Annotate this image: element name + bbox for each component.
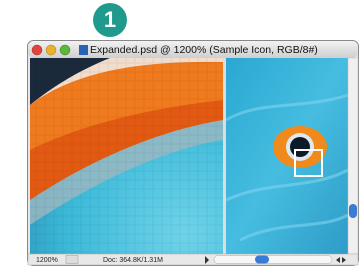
- step-number: 1: [104, 7, 116, 32]
- close-button[interactable]: [32, 45, 42, 55]
- overview-canvas: [226, 58, 348, 254]
- screenshot: 1 Expanded.psd @ 1200% (Sample Icon, RGB…: [0, 0, 361, 274]
- h-scroll-thumb[interactable]: [255, 256, 269, 264]
- zoom-level[interactable]: 1200%: [36, 257, 58, 264]
- doc-info: Doc: 364.8K/1.31M: [103, 257, 163, 264]
- status-icon[interactable]: [66, 256, 78, 264]
- file-icon: [79, 45, 88, 55]
- pixel-grid: [30, 58, 223, 254]
- pupil: [290, 137, 310, 157]
- vertical-scrollbar[interactable]: [348, 58, 358, 254]
- horizontal-scrollbar[interactable]: [214, 256, 332, 264]
- minimize-button[interactable]: [46, 45, 56, 55]
- scroll-thumb[interactable]: [349, 204, 357, 218]
- zoomed-canvas: [30, 58, 223, 254]
- divider: [223, 58, 226, 254]
- zoom-button[interactable]: [60, 45, 70, 55]
- window-title: Expanded.psd @ 1200% (Sample Icon, RGB/8…: [90, 44, 318, 56]
